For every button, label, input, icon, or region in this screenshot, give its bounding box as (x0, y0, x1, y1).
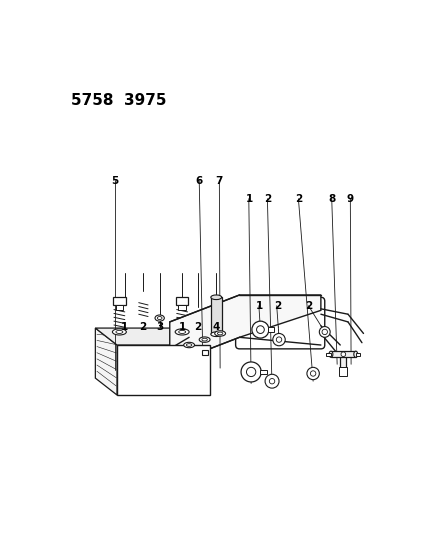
Bar (211, 297, 222, 334)
Ellipse shape (199, 337, 210, 342)
Circle shape (322, 329, 327, 335)
Ellipse shape (354, 351, 358, 357)
Text: 4: 4 (212, 321, 220, 332)
Ellipse shape (116, 330, 123, 334)
Circle shape (269, 378, 275, 384)
Bar (326, 353, 331, 356)
Circle shape (276, 337, 282, 342)
Bar (202, 350, 208, 355)
Text: 3: 3 (156, 321, 163, 332)
Polygon shape (170, 295, 321, 364)
Circle shape (319, 327, 330, 337)
Ellipse shape (187, 344, 192, 346)
FancyBboxPatch shape (236, 297, 325, 349)
Text: 2: 2 (274, 301, 281, 311)
Bar (116, 305, 123, 310)
Bar (113, 297, 125, 305)
Ellipse shape (329, 351, 333, 357)
Circle shape (307, 367, 319, 379)
Bar (117, 345, 210, 395)
Text: 5: 5 (111, 176, 119, 186)
Ellipse shape (175, 329, 189, 335)
Ellipse shape (215, 331, 226, 336)
Ellipse shape (340, 353, 346, 356)
Text: 1: 1 (121, 321, 128, 332)
Text: 1: 1 (178, 321, 186, 332)
Circle shape (265, 374, 279, 388)
Text: 9: 9 (347, 195, 354, 204)
Circle shape (310, 371, 316, 376)
Text: 2: 2 (295, 195, 303, 204)
Polygon shape (95, 328, 117, 395)
Ellipse shape (155, 315, 164, 321)
Bar (339, 367, 347, 376)
Circle shape (247, 367, 256, 377)
Ellipse shape (217, 332, 223, 335)
Text: 7: 7 (216, 176, 223, 186)
Ellipse shape (158, 317, 162, 320)
Bar (331, 351, 356, 357)
Circle shape (273, 334, 285, 346)
Text: 2: 2 (264, 195, 271, 204)
Circle shape (252, 321, 269, 338)
Text: 5758  3975: 5758 3975 (71, 93, 166, 108)
Text: 2: 2 (305, 301, 312, 311)
Bar (176, 297, 188, 305)
Text: 8: 8 (329, 195, 336, 204)
Circle shape (241, 362, 261, 382)
Bar (260, 370, 267, 374)
Ellipse shape (211, 332, 222, 336)
Ellipse shape (184, 342, 195, 348)
Text: 2: 2 (140, 321, 147, 332)
Circle shape (341, 352, 346, 357)
Text: 1: 1 (246, 195, 253, 204)
Bar (340, 354, 346, 368)
Text: 1: 1 (256, 301, 263, 311)
Bar (356, 353, 360, 356)
Ellipse shape (211, 295, 222, 300)
Ellipse shape (178, 330, 186, 334)
Polygon shape (95, 328, 210, 345)
Ellipse shape (113, 329, 126, 335)
Text: 6: 6 (196, 176, 203, 186)
Bar (268, 327, 274, 332)
Text: 2: 2 (194, 321, 202, 332)
Bar (178, 305, 186, 310)
Circle shape (256, 326, 265, 334)
Ellipse shape (202, 338, 207, 341)
